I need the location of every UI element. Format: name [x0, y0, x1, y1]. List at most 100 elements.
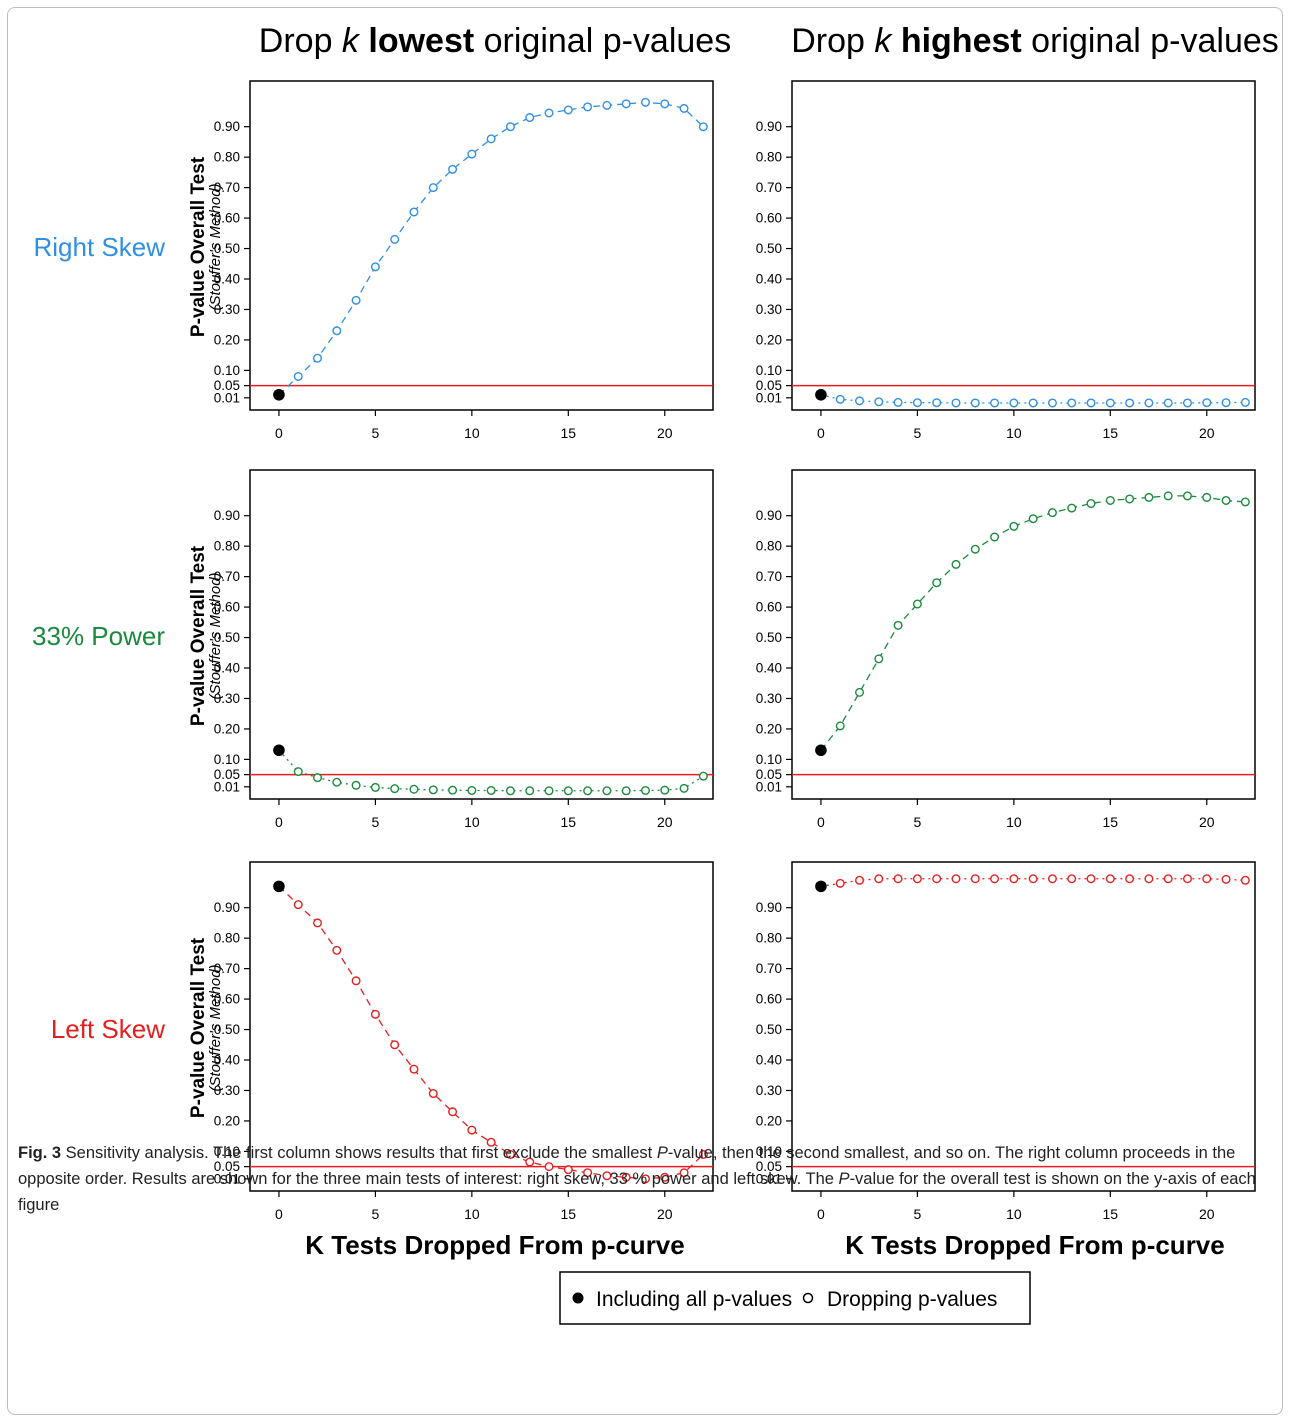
- point-dropping: [505, 786, 515, 796]
- point-dropping: [698, 122, 708, 132]
- point-dropping: [932, 874, 942, 884]
- col-title-lowest: Drop k lowest original p-values: [259, 22, 731, 60]
- point-dropping: [467, 1125, 477, 1135]
- point-dropping: [932, 578, 942, 588]
- legend-filled-label: Including all p-values: [596, 1288, 792, 1311]
- plot-frame: [791, 861, 1256, 1192]
- point-dropping: [525, 786, 535, 796]
- point-dropping: [1240, 397, 1250, 407]
- point-dropping: [1221, 495, 1231, 505]
- point-dropping: [1182, 398, 1192, 408]
- point-dropping: [660, 785, 670, 795]
- point-dropping: [970, 874, 980, 884]
- row-label-right-skew: Right Skew: [34, 232, 166, 262]
- panel-2-lowest: 0.010.050.10 0.20 0.30 0.40 0.50 0.60 0.70 0.80…: [214, 469, 714, 830]
- legend-filled-marker: [572, 1292, 584, 1304]
- point-dropping: [970, 398, 980, 408]
- point-dropping: [1028, 514, 1038, 524]
- point-dropping: [1144, 874, 1154, 884]
- y-tick-label: 0.10: [756, 1144, 782, 1159]
- y-tick-label: 0.20: [756, 332, 782, 347]
- y-tick-label: 0.80: [214, 931, 240, 946]
- plot-frame: [791, 469, 1256, 800]
- point-dropping: [1047, 398, 1057, 408]
- y-tick-label: 0.70: [756, 180, 782, 195]
- point-dropping: [932, 398, 942, 408]
- y-tick-label: 0.40: [756, 661, 782, 676]
- point-dropping: [505, 1149, 515, 1159]
- y-title-row3: P-value Overall Test (Stouffer's Method): [188, 937, 224, 1118]
- point-all-pvalues: [273, 744, 285, 757]
- point-dropping: [486, 1137, 496, 1147]
- point-dropping: [621, 786, 631, 796]
- panel-3-highest: 0.010.050.10 0.20 0.30 0.40 0.50 0.60 0.70 0.80…: [756, 861, 1256, 1222]
- point-dropping: [428, 1089, 438, 1099]
- y-tick-label: 0.40: [214, 272, 240, 287]
- y-tick-label: 0.30: [756, 691, 782, 706]
- y-tick-label: 0.90: [756, 900, 782, 915]
- y-tick-label: 0.60: [214, 992, 240, 1007]
- point-dropping: [428, 183, 438, 193]
- y-tick-label: 0.30: [214, 691, 240, 706]
- y-tick-label: 0.50: [756, 630, 782, 645]
- point-dropping: [583, 1168, 593, 1178]
- plot-frame: [249, 80, 714, 411]
- point-dropping: [544, 1162, 554, 1172]
- point-dropping: [544, 786, 554, 796]
- x-title-lowest: K Tests Dropped From p-curve: [305, 1230, 684, 1260]
- point-dropping: [602, 786, 612, 796]
- point-dropping: [698, 1149, 708, 1159]
- point-dropping: [293, 371, 303, 381]
- point-dropping: [660, 1172, 670, 1182]
- y-tick-label: 0.70: [756, 961, 782, 976]
- y-tick-label: 0.40: [756, 1053, 782, 1068]
- point-dropping: [1047, 508, 1057, 518]
- point-dropping: [1067, 503, 1077, 513]
- figure-frame: [7, 7, 1283, 1415]
- row-label-33-power: 33% Power: [32, 621, 165, 651]
- point-dropping: [1067, 874, 1077, 884]
- y-tick-label: 0.70: [214, 180, 240, 195]
- x-tick-label: 10: [464, 814, 480, 830]
- point-dropping: [835, 721, 845, 731]
- y-tick-label: 0.10: [756, 752, 782, 767]
- series-line: [278, 101, 704, 396]
- point-all-pvalues: [815, 388, 827, 401]
- legend-open-label: Dropping p-values: [827, 1288, 997, 1311]
- point-dropping: [486, 134, 496, 144]
- point-dropping: [1028, 398, 1038, 408]
- point-dropping: [1240, 875, 1250, 885]
- x-tick-label: 15: [561, 814, 577, 830]
- point-dropping: [1182, 874, 1192, 884]
- panels: 0.010.050.100.200.300.400.500.600.700.80…: [214, 80, 1256, 1222]
- svg-text:(Stouffer's Method): (Stouffer's Method): [207, 964, 224, 1091]
- caption-p-2: P: [838, 1170, 850, 1188]
- svg-text:P-value Overall Test: P-value Overall Test: [188, 156, 209, 337]
- x-title-highest: K Tests Dropped From p-curve: [845, 1230, 1224, 1260]
- point-dropping: [1086, 398, 1096, 408]
- point-dropping: [1125, 494, 1135, 504]
- point-all-pvalues: [273, 880, 285, 893]
- point-dropping: [370, 1009, 380, 1019]
- point-dropping: [679, 1168, 689, 1178]
- point-dropping: [467, 149, 477, 159]
- point-dropping: [874, 654, 884, 664]
- x-tick-label: 20: [1199, 1206, 1215, 1222]
- y-tick-label: 0.60: [214, 211, 240, 226]
- point-dropping: [990, 398, 1000, 408]
- point-dropping: [409, 1064, 419, 1074]
- point-dropping: [912, 599, 922, 609]
- point-dropping: [621, 99, 631, 109]
- point-dropping: [370, 782, 380, 792]
- point-all-pvalues: [815, 880, 827, 893]
- point-dropping: [1105, 398, 1115, 408]
- y-tick-label: 0.50: [214, 241, 240, 256]
- x-tick-label: 20: [1199, 814, 1215, 830]
- x-tick-label: 20: [657, 1206, 673, 1222]
- y-tick-label: 0.20: [214, 1113, 240, 1128]
- point-dropping: [970, 544, 980, 554]
- point-all-pvalues: [815, 744, 827, 757]
- x-tick-label: 20: [657, 814, 673, 830]
- y-tick-label: 0.40: [214, 661, 240, 676]
